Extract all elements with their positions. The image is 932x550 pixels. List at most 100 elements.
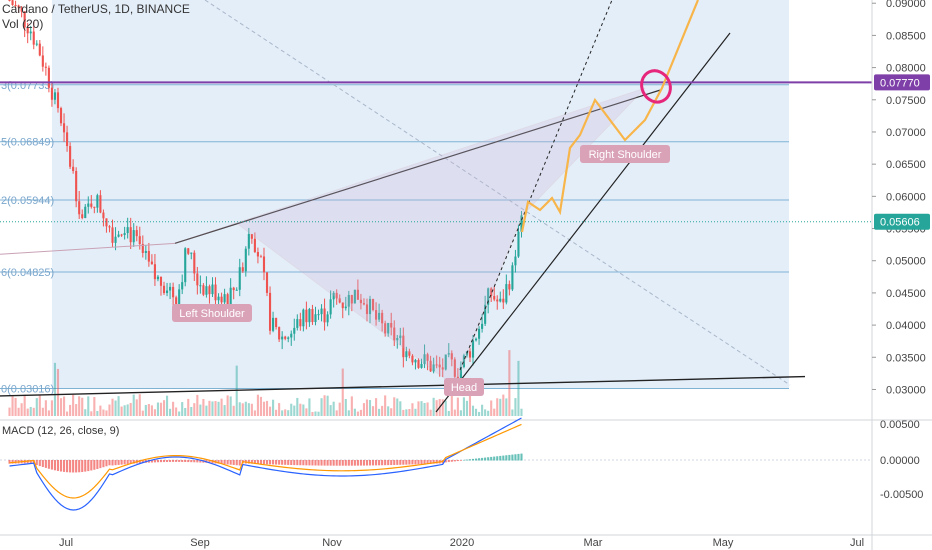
volume-bar: [266, 401, 268, 416]
macd-histogram-bar: [178, 460, 180, 462]
y-tick-label: 0.08500: [886, 30, 926, 42]
candle-body: [66, 132, 68, 146]
volume-bar: [269, 407, 271, 416]
volume-bar: [45, 400, 47, 416]
volume-bar: [199, 405, 201, 416]
volume-bar: [293, 406, 295, 416]
volume-bar: [493, 409, 495, 416]
macd-histogram-bar: [36, 460, 38, 465]
volume-bar: [514, 398, 516, 416]
left-shoulder-label[interactable]: Left Shoulder: [172, 304, 252, 322]
volume-bar: [24, 395, 26, 416]
candle-body: [505, 284, 507, 302]
candle-body: [108, 226, 110, 227]
candle-body: [57, 92, 59, 108]
volume-bar: [181, 402, 183, 416]
volume-bar: [402, 410, 404, 416]
candle-body: [33, 32, 35, 45]
volume-bar: [354, 409, 356, 416]
candle-body: [163, 286, 165, 293]
volume-bar: [166, 396, 168, 416]
volume-bar: [375, 398, 377, 416]
macd-tick-label: 0.00000: [880, 455, 920, 467]
macd-histogram-bar: [460, 460, 462, 461]
fib-level-label: 6(0.04825): [1, 267, 54, 279]
macd-histogram-bar: [230, 460, 232, 465]
right-shoulder-label[interactable]: Right Shoulder: [580, 145, 670, 163]
macd-histogram-bar: [484, 458, 486, 461]
volume-bar: [145, 405, 147, 416]
fib-level-label: 5(0.06849): [1, 137, 54, 149]
candle-body: [281, 337, 283, 340]
x-tick-label: Jul: [59, 537, 73, 549]
macd-histogram-bar: [51, 460, 53, 470]
macd-histogram-bar: [396, 460, 398, 465]
macd-histogram-bar: [239, 460, 241, 465]
volume-bar: [372, 406, 374, 416]
volume-bar: [275, 410, 277, 416]
fib-level-label: 0(0.03016): [1, 383, 54, 395]
macd-histogram-bar: [60, 460, 62, 471]
volume-bar: [175, 407, 177, 416]
macd-histogram-bar: [63, 460, 65, 472]
candle-body: [414, 360, 416, 362]
macd-histogram-bar: [314, 460, 316, 465]
candle-body: [136, 230, 138, 236]
macd-histogram-bar: [93, 460, 95, 470]
candle-body: [84, 207, 86, 218]
volume-bar: [433, 398, 435, 416]
macd-histogram-bar: [48, 460, 50, 469]
y-tick-label: 0.07000: [886, 127, 926, 139]
volume-bar: [75, 404, 77, 416]
macd-histogram-bar: [175, 460, 177, 462]
volume-bar: [169, 409, 171, 416]
volume-bar: [205, 406, 207, 416]
volume-bar: [42, 408, 44, 416]
volume-bar: [51, 400, 53, 416]
macd-histogram-bar: [496, 456, 498, 460]
volume-bar: [366, 400, 368, 416]
candle-body: [124, 233, 126, 235]
macd-histogram-bar: [402, 460, 404, 465]
y-tick-label: 0.07500: [886, 95, 926, 107]
macd-histogram-bar: [342, 460, 344, 466]
volume-bar: [196, 395, 198, 416]
macd-histogram-bar: [187, 460, 189, 462]
volume-bar: [39, 395, 41, 416]
volume-bar: [214, 401, 216, 416]
candle-body: [151, 262, 153, 265]
symbol-title[interactable]: Cardano / TetherUS, 1D, BINANCE: [2, 2, 190, 17]
volume-indicator-label[interactable]: Vol (20): [2, 17, 43, 32]
candle-body: [211, 285, 213, 295]
macd-indicator-label[interactable]: MACD (12, 26, close, 9): [2, 425, 119, 437]
volume-bar: [290, 404, 292, 416]
macd-histogram-bar: [42, 460, 44, 467]
volume-bar: [245, 402, 247, 416]
volume-bar: [172, 402, 174, 416]
head-label[interactable]: Head: [444, 378, 484, 396]
macd-histogram-bar: [454, 460, 456, 461]
volume-bar: [78, 396, 80, 416]
macd-histogram-bar: [320, 460, 322, 466]
volume-bar: [148, 404, 150, 416]
candle-body: [221, 297, 223, 303]
candle-body: [296, 319, 298, 328]
candle-body: [154, 264, 156, 279]
candle-body: [248, 234, 250, 249]
candle-body: [245, 249, 247, 272]
macd-histogram-bar: [172, 460, 174, 462]
volume-bar: [284, 409, 286, 416]
macd-histogram-bar: [508, 455, 510, 461]
macd-histogram-bar: [475, 459, 477, 461]
annotation-text: Right Shoulder: [589, 149, 662, 161]
volume-bar: [469, 396, 471, 416]
candle-body: [417, 360, 419, 368]
candle-body: [54, 92, 56, 99]
macd-histogram-bar: [81, 460, 83, 472]
macd-histogram-bar: [363, 460, 365, 466]
volume-bar: [48, 410, 50, 416]
candle-body: [236, 290, 238, 291]
volume-bar: [133, 395, 135, 416]
candle-body: [314, 314, 316, 322]
